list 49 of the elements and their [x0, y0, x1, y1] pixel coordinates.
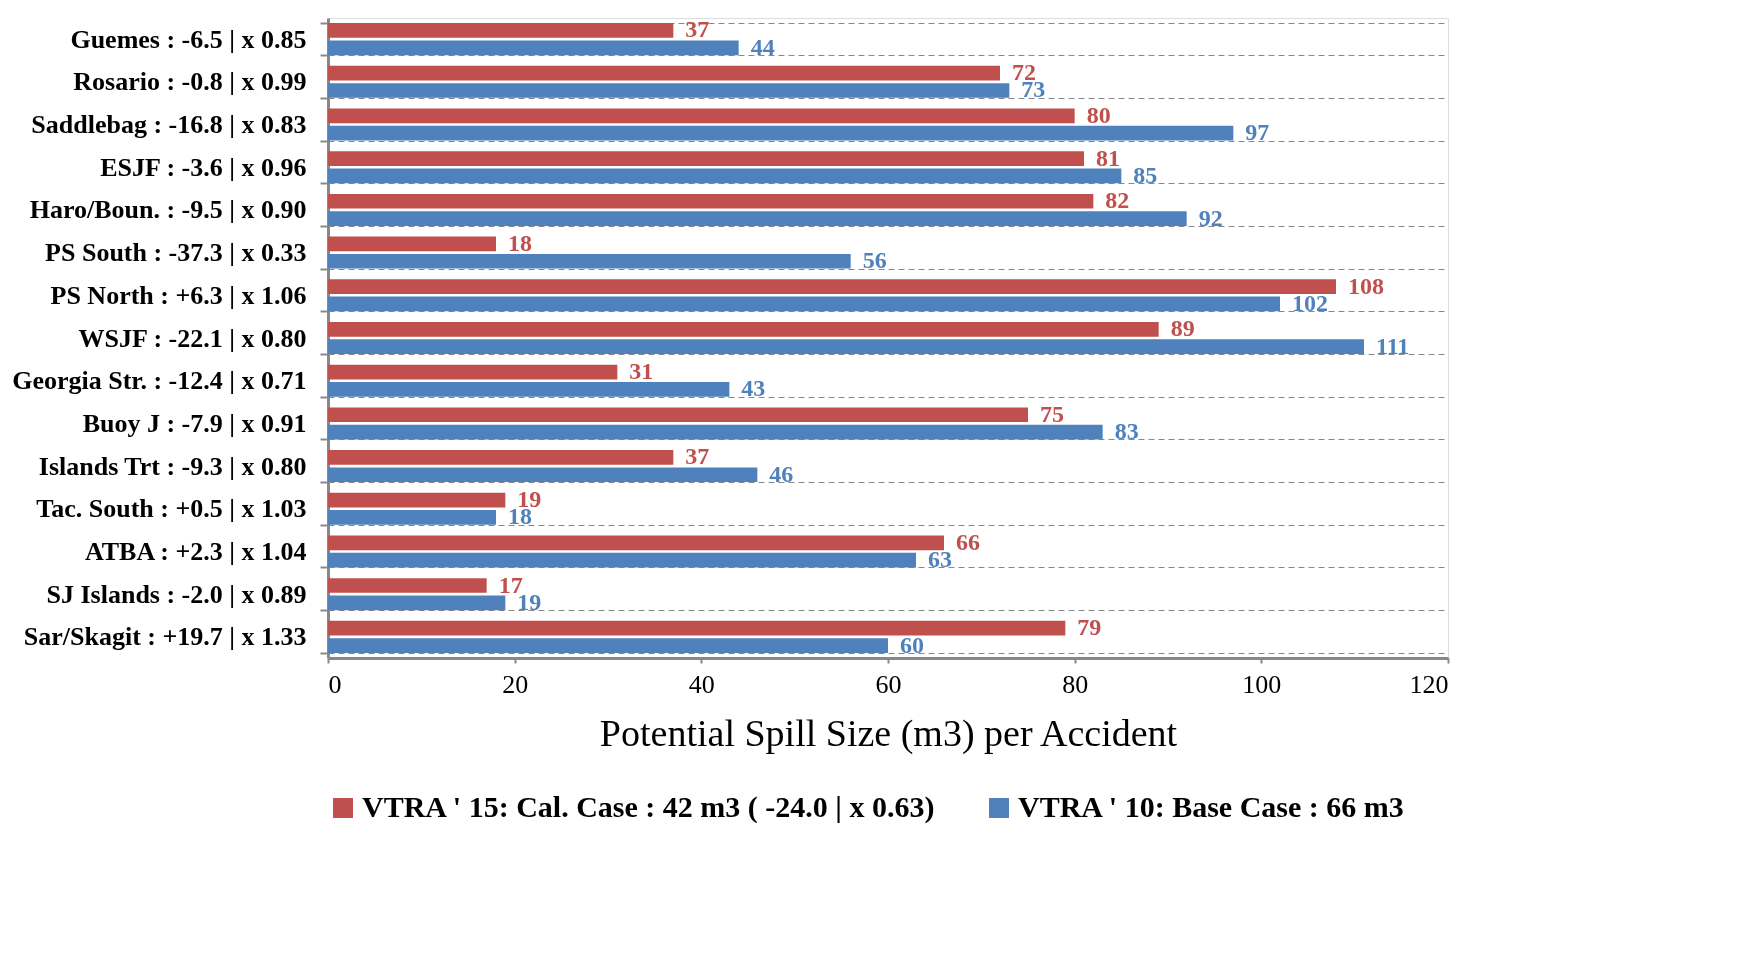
y-tick-label: ESJF : -3.6 | x 0.96 — [100, 152, 307, 182]
data-label: 108 — [1348, 272, 1384, 299]
data-label: 18 — [508, 229, 532, 256]
x-tick-label: 80 — [1062, 669, 1089, 699]
x-tick-label: 100 — [1242, 669, 1282, 699]
data-label: 56 — [862, 247, 887, 274]
y-tick-label: SJ Islands : -2.0 | x 0.89 — [46, 579, 307, 609]
data-label: 80 — [1086, 101, 1111, 128]
legend-label: VTRA ' 10: Base Case : 66 m3 — [1018, 790, 1404, 823]
x-tick-label: 20 — [502, 669, 529, 699]
y-tick-label: WSJF : -22.1 | x 0.80 — [78, 323, 307, 353]
data-label: 60 — [900, 631, 924, 658]
data-label: 83 — [1114, 418, 1139, 445]
y-tick-label: Georgia Str. : -12.4 | x 0.71 — [12, 366, 307, 396]
data-label: 111 — [1376, 332, 1410, 359]
x-tick-label: 40 — [688, 669, 715, 699]
data-label: 46 — [769, 460, 794, 487]
data-label: 85 — [1133, 161, 1158, 188]
x-tick-label: 0 — [328, 669, 342, 699]
legend-label: VTRA ' 15: Cal. Case : 42 m3 ( -24.0 | x 0.63) — [362, 790, 935, 824]
data-label: 79 — [1077, 614, 1102, 641]
y-tick-label: Guemes : -6.5 | x 0.85 — [70, 24, 307, 54]
y-tick-label: Sar/Skagit : +19.7 | x 1.33 — [23, 622, 307, 652]
data-label: 89 — [1170, 315, 1195, 342]
y-tick-label: Buoy J : -7.9 | x 0.91 — [82, 408, 307, 438]
data-label: 37 — [685, 16, 710, 43]
data-label: 92 — [1198, 204, 1223, 231]
data-label: 97 — [1245, 119, 1270, 146]
y-tick-label: PS South : -37.3 | x 0.33 — [45, 238, 307, 268]
x-tick-label: 120 — [1409, 669, 1449, 699]
data-label: 43 — [741, 375, 766, 402]
data-label: 63 — [928, 546, 952, 573]
x-axis-title: Potential Spill Size (m3) per Accident — [599, 711, 1178, 755]
y-tick-label: ATBA : +2.3 | x 1.04 — [84, 536, 307, 566]
data-label: 66 — [956, 528, 980, 555]
y-tick-label: PS North : +6.3 | x 1.06 — [50, 280, 307, 310]
data-label: 81 — [1096, 144, 1120, 171]
data-label: 102 — [1292, 289, 1328, 316]
data-label: 82 — [1105, 187, 1130, 214]
y-tick-label: Saddlebag : -16.8 | x 0.83 — [31, 110, 307, 140]
data-label: 75 — [1040, 400, 1064, 427]
y-tick-label: Rosario : -0.8 | x 0.99 — [73, 67, 307, 97]
data-label: 44 — [750, 33, 775, 60]
data-label: 37 — [685, 443, 710, 470]
y-tick-label: Tac. South : +0.5 | x 1.03 — [36, 494, 307, 524]
y-tick-label: Haro/Boun. : -9.5 | x 0.90 — [29, 195, 307, 225]
data-label: 31 — [629, 358, 654, 385]
y-tick-label: Islands Trt : -9.3 | x 0.80 — [38, 451, 307, 481]
x-tick-label: 60 — [875, 669, 902, 699]
